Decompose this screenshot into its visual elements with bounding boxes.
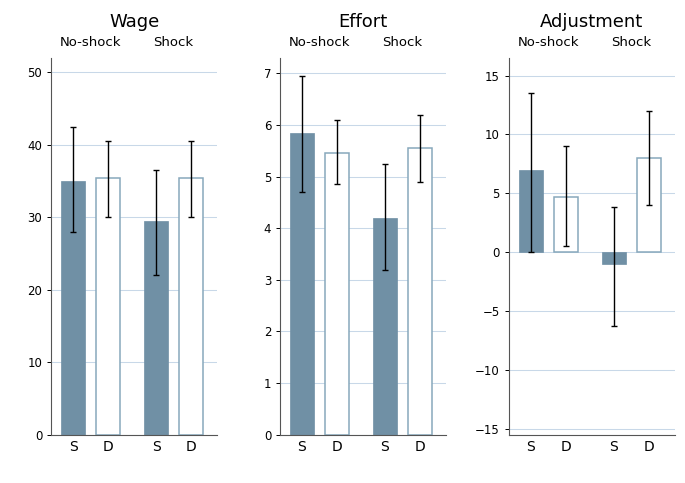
Text: No-shock: No-shock xyxy=(288,36,350,49)
Bar xyxy=(179,177,203,435)
Bar xyxy=(553,197,577,252)
Text: Shock: Shock xyxy=(611,36,651,48)
Bar xyxy=(636,158,660,252)
Bar xyxy=(96,177,120,435)
Bar xyxy=(61,181,85,435)
Bar xyxy=(144,221,168,435)
Bar xyxy=(408,148,432,435)
Title: Adjustment: Adjustment xyxy=(540,14,643,31)
Text: Shock: Shock xyxy=(153,36,194,48)
Bar xyxy=(373,218,397,435)
Bar xyxy=(519,170,543,252)
Bar xyxy=(290,133,314,435)
Text: No-shock: No-shock xyxy=(517,36,579,48)
Title: Effort: Effort xyxy=(338,14,388,31)
Text: Shock: Shock xyxy=(382,36,423,49)
Title: Wage: Wage xyxy=(109,14,160,31)
Text: No-shock: No-shock xyxy=(60,36,121,48)
Bar xyxy=(325,154,349,435)
Bar xyxy=(601,252,625,264)
